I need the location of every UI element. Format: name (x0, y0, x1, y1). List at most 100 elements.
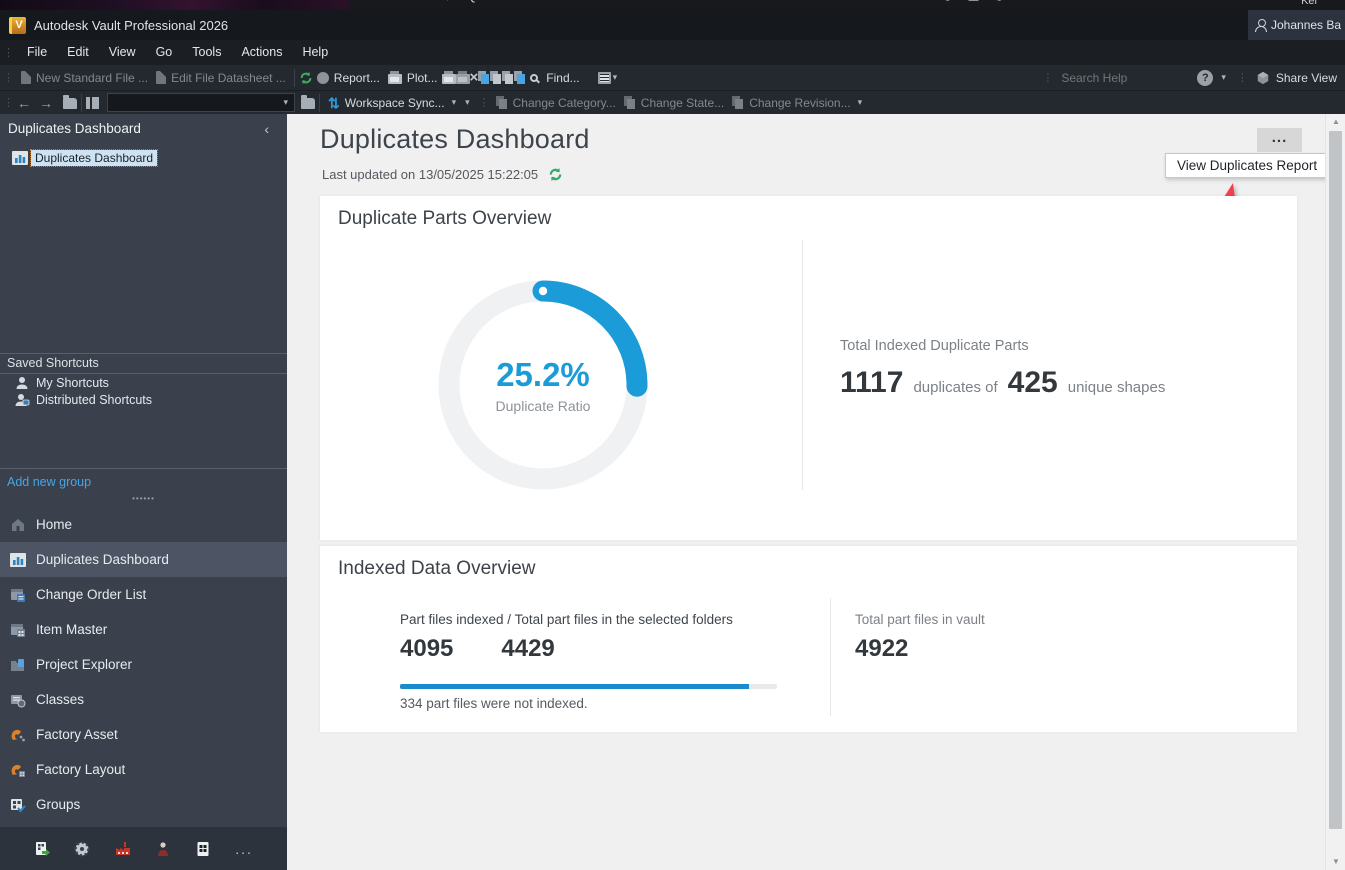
sidebar-item-factory-layout[interactable]: Factory Layout (0, 752, 287, 787)
sidebar-item-home[interactable]: Home (0, 507, 287, 542)
scrollbar-thumb[interactable] (1329, 131, 1342, 829)
add-new-group-link[interactable]: Add new group (7, 475, 92, 489)
scroll-up-icon[interactable]: ▲ (1332, 117, 1340, 126)
user-icon (1255, 19, 1267, 32)
go-up-folder-icon[interactable] (63, 95, 77, 109)
not-indexed-note: 334 part files were not indexed. (400, 696, 588, 711)
layout-columns-icon[interactable] (86, 96, 99, 109)
classes-icon (11, 694, 26, 707)
item-master-icon (11, 623, 25, 637)
change-category-button[interactable]: Change Category... (492, 96, 620, 110)
menu-actions[interactable]: Actions (241, 45, 283, 59)
host-placeholder[interactable]: <host> (565, 0, 605, 3)
sidebar-item-change-order-list[interactable]: Change Order List (0, 577, 287, 612)
plot-button[interactable]: Plot... (384, 71, 442, 85)
tree-item-duplicates-dashboard[interactable]: Duplicates Dashboard (12, 148, 287, 167)
indexed-files-label: Part files indexed / Total part files in… (400, 612, 733, 627)
refresh-dashboard-icon[interactable] (548, 167, 563, 182)
divider (0, 353, 287, 354)
sidebar-item-distributed-shortcuts[interactable]: Distributed Shortcuts (0, 391, 287, 408)
plus-icon[interactable]: + (362, 0, 370, 3)
grip-handle[interactable]: ⋮ (3, 72, 14, 84)
chevron-down-icon[interactable]: ▾ (1221, 72, 1226, 82)
index-progress-fill (400, 684, 749, 689)
share-view-button[interactable]: Share View (1275, 70, 1337, 85)
new-standard-file-button[interactable]: New Standard File ... (17, 71, 152, 85)
factory-asset-icon (11, 729, 25, 741)
export-document-icon[interactable] (34, 841, 51, 857)
refresh-icon[interactable] (299, 71, 313, 85)
chevron-down-icon[interactable]: ▾ (612, 72, 618, 82)
sidebar-item-item-master[interactable]: Item Master (0, 612, 287, 647)
divider (0, 373, 287, 374)
splitter-handle[interactable]: •••••• (132, 494, 155, 503)
back-icon[interactable]: ← (17, 94, 31, 111)
find-button[interactable]: Find... (526, 71, 583, 85)
record-icon[interactable]: ◎ (942, 0, 953, 3)
quick-connect-label[interactable]: Quick connect (466, 0, 548, 3)
delete-icon[interactable]: × (469, 68, 479, 86)
edit-file-datasheet-button[interactable]: Edit File Datasheet ... (152, 71, 290, 85)
grip-handle[interactable]: ⋮ (3, 97, 14, 109)
sidebar-item-groups[interactable]: Groups (0, 787, 287, 822)
paste-special-icon[interactable] (514, 71, 526, 84)
chevron-down-icon[interactable]: ▾ (465, 97, 470, 107)
print-icon[interactable] (441, 71, 456, 84)
ellipsis-icon[interactable]: ⋯ (915, 0, 928, 3)
workspace-sync-button[interactable]: ⇅ Workspace Sync... ▾ ▾ (328, 94, 470, 111)
scroll-down-icon[interactable]: ▼ (1332, 857, 1340, 866)
card-title: Duplicate Parts Overview (338, 208, 552, 229)
change-revision-button[interactable]: Change Revision... ▾ (728, 96, 868, 110)
datasheet-icon[interactable] (195, 841, 211, 857)
project-explorer-icon (11, 658, 24, 671)
menu-view[interactable]: View (108, 45, 136, 59)
copy-design-icon[interactable] (478, 71, 490, 84)
play-icon[interactable]: ◎ (994, 0, 1005, 3)
paste-icon[interactable] (502, 71, 514, 84)
sidebar-item-my-shortcuts[interactable]: My Shortcuts (0, 374, 287, 391)
sidebar-item-duplicates-dashboard[interactable]: Duplicates Dashboard (0, 542, 287, 577)
menu-edit[interactable]: Edit (67, 45, 89, 59)
search-help-input[interactable] (1061, 70, 1192, 85)
search-folder-icon[interactable] (301, 95, 315, 109)
separator (293, 68, 295, 87)
copy-icon[interactable] (490, 71, 502, 84)
more-options-button[interactable]: ... (1257, 128, 1302, 152)
vertical-scrollbar[interactable]: ▲ ▼ (1325, 114, 1345, 870)
factory-building-icon[interactable] (115, 841, 131, 857)
print-preview-icon[interactable] (455, 71, 470, 84)
screen-icon[interactable]: ◫ (967, 0, 979, 3)
person-red-icon[interactable] (155, 841, 171, 857)
forward-icon[interactable]: → (39, 94, 53, 111)
user-button[interactable]: Johannes Ba (1248, 10, 1345, 40)
chevron-down-icon[interactable]: ⌄ (890, 0, 901, 3)
grip-handle[interactable]: ⋮ (3, 46, 14, 59)
undo-icon[interactable]: ↺ (413, 0, 424, 3)
chevron-down-icon[interactable]: ▾ (857, 97, 863, 107)
menu-tools[interactable]: Tools (192, 45, 222, 59)
location-combobox[interactable]: ▾ (107, 93, 295, 112)
sidebar-item-factory-asset[interactable]: Factory Asset (0, 717, 287, 752)
help-icon[interactable]: ? (1197, 69, 1214, 86)
wheel-icon[interactable] (74, 840, 91, 857)
divider (830, 598, 831, 716)
external-app-strip: + ✎ ↺ Quick connect <host> ⌄ ⋯ ◎ ◫ ◎ Kei (0, 0, 1345, 10)
menu-go[interactable]: Go (155, 45, 173, 59)
duplicate-ratio-value: 25.2% (496, 356, 590, 393)
menu-file[interactable]: File (27, 45, 48, 59)
change-state-button[interactable]: Change State... (620, 96, 728, 110)
menu-help[interactable]: Help (302, 45, 329, 59)
collapse-panel-icon[interactable]: ‹ (264, 121, 269, 137)
change-order-list-icon (11, 588, 25, 602)
sidebar-item-project-explorer[interactable]: Project Explorer (0, 647, 287, 682)
pack-and-go-icon[interactable] (597, 71, 611, 84)
change-revision-icon (732, 96, 744, 109)
separator (319, 93, 320, 112)
sidebar-item-classes[interactable]: Classes (0, 682, 287, 717)
user-name: Johannes Ba (1271, 18, 1342, 32)
pen-icon[interactable]: ✎ (386, 0, 397, 3)
report-button[interactable]: Report... (313, 71, 384, 85)
indexed-data-overview-card: Indexed Data Overview Part files indexed… (320, 546, 1297, 732)
overflow-button[interactable]: ... (235, 840, 253, 857)
chevron-down-icon[interactable]: ▾ (451, 97, 457, 107)
